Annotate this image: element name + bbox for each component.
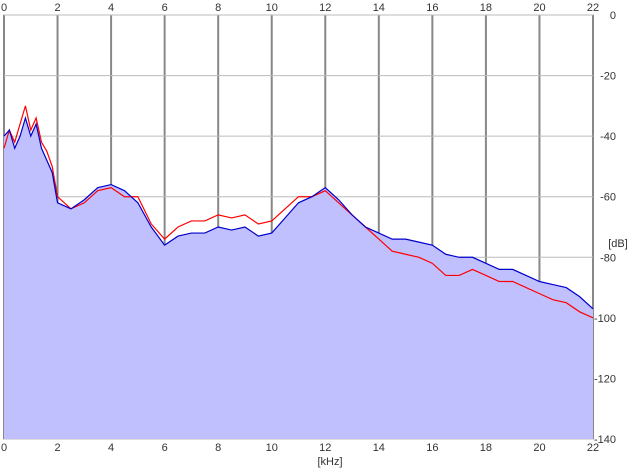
y-tick-label: 0 (610, 10, 616, 22)
x-tick-label-top: 22 (587, 2, 599, 14)
x-tick-label-top: 2 (54, 2, 60, 14)
spectrum-fill-area (4, 117, 593, 439)
x-tick-label: 20 (533, 442, 545, 454)
x-axis-label: [kHz] (317, 456, 342, 468)
x-tick-label: 22 (587, 442, 599, 454)
x-tick-label: 0 (1, 442, 7, 454)
x-tick-label: 6 (162, 442, 168, 454)
x-tick-label: 18 (480, 442, 492, 454)
y-tick-label: -120 (594, 373, 616, 385)
blue-channel-line (3, 115, 594, 310)
x-tick-label-top: 8 (215, 2, 221, 14)
x-tick-label: 2 (54, 442, 60, 454)
x-tick-label-top: 14 (373, 2, 385, 14)
x-tick-label-top: 4 (108, 2, 114, 14)
x-tick-label: 10 (266, 442, 278, 454)
y-tick-label: -20 (600, 71, 616, 83)
x-tick-label-top: 0 (1, 2, 7, 14)
x-tick-label-top: 18 (480, 2, 492, 14)
y-tick-label: -100 (594, 313, 616, 325)
x-tick-label-top: 12 (319, 2, 331, 14)
red-channel-line (3, 105, 594, 319)
x-tick-label-top: 20 (533, 2, 545, 14)
tick-layer: 002244668810101212141416161818202022220-… (1, 2, 616, 454)
x-tick-label-top: 6 (162, 2, 168, 14)
y-tick-label: -40 (600, 131, 616, 143)
y-tick-label: -80 (600, 252, 616, 264)
y-axis-label: [dB] (608, 238, 628, 250)
y-tick-label: -60 (600, 192, 616, 204)
x-tick-label: 16 (426, 442, 438, 454)
x-tick-label: 14 (373, 442, 385, 454)
x-tick-label: 4 (108, 442, 114, 454)
y-tick-label: -140 (594, 434, 616, 446)
area-layer (4, 117, 593, 439)
x-tick-label: 8 (215, 442, 221, 454)
x-tick-label-top: 16 (426, 2, 438, 14)
series-layer (3, 105, 594, 319)
x-tick-label: 12 (319, 442, 331, 454)
x-tick-label-top: 10 (266, 2, 278, 14)
